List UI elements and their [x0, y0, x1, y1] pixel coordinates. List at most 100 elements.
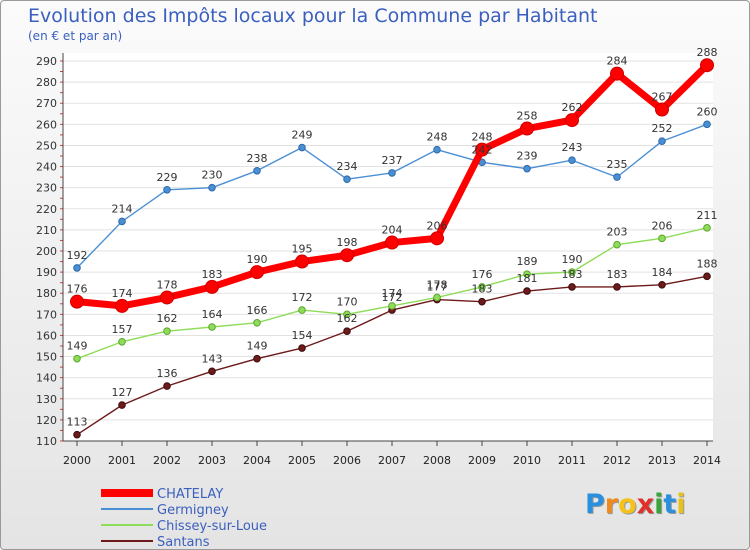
data-point: [163, 327, 171, 336]
data-point: [208, 323, 216, 331]
data-label: 189: [517, 255, 538, 268]
x-tick-label: 2010: [513, 454, 541, 467]
data-label: 172: [292, 291, 313, 304]
data-label: 262: [562, 101, 583, 114]
y-tick-label: 180: [36, 287, 57, 300]
x-tick-label: 2000: [63, 454, 91, 467]
data-point: [160, 290, 174, 305]
data-point: [253, 166, 261, 175]
data-label: 166: [247, 304, 268, 317]
data-label: 206: [652, 219, 673, 232]
y-tick-label: 190: [36, 266, 57, 279]
data-point: [118, 337, 126, 346]
data-point: [73, 354, 81, 363]
x-tick-label: 2008: [423, 454, 451, 467]
legend-label: Santans: [157, 535, 210, 550]
data-label: 113: [67, 416, 88, 429]
logo-letter: t: [663, 489, 677, 520]
logo-letter: P: [585, 489, 605, 520]
data-point: [343, 310, 351, 319]
data-label: 237: [382, 154, 403, 167]
data-label: 239: [517, 150, 538, 163]
data-point: [208, 183, 216, 192]
data-point: [253, 318, 261, 327]
data-label: 183: [562, 268, 583, 281]
data-point: [250, 265, 264, 280]
data-point: [433, 145, 441, 154]
data-label: 198: [337, 236, 358, 249]
data-point: [388, 302, 396, 310]
data-label: 190: [562, 253, 583, 266]
data-label: 238: [247, 152, 268, 165]
logo-letter: r: [604, 489, 619, 520]
data-point: [208, 367, 216, 376]
data-point: [118, 217, 126, 226]
data-label: 243: [562, 141, 583, 154]
data-label: 181: [517, 272, 538, 285]
data-label: 184: [652, 266, 673, 279]
data-label: 288: [697, 46, 718, 59]
data-point: [610, 66, 624, 81]
x-tick-label: 2001: [108, 454, 136, 467]
data-point: [613, 173, 621, 181]
y-tick-label: 280: [36, 76, 57, 89]
y-tick-label: 160: [36, 329, 57, 342]
data-label: 157: [112, 323, 133, 336]
data-point: [70, 294, 84, 309]
x-tick-label: 2004: [243, 454, 271, 467]
x-tick-label: 2007: [378, 454, 406, 467]
data-point: [703, 223, 711, 232]
data-point: [568, 268, 576, 276]
y-tick-label: 110: [36, 435, 57, 448]
data-label: 284: [607, 55, 628, 68]
data-label: 206: [427, 219, 448, 232]
data-label: 177: [427, 281, 448, 294]
data-label: 162: [337, 312, 358, 325]
data-point: [388, 169, 396, 177]
data-label: 183: [472, 283, 493, 296]
data-label: 258: [517, 110, 538, 123]
data-point: [475, 142, 489, 157]
y-tick-label: 130: [36, 393, 57, 406]
x-tick-label: 2003: [198, 454, 226, 467]
data-point: [298, 143, 306, 152]
data-point: [658, 137, 666, 146]
chart-title: Evolution des Impôts locaux pour la Comm…: [28, 5, 598, 27]
y-tick-label: 170: [36, 308, 57, 321]
data-point: [478, 297, 486, 306]
data-label: 190: [247, 253, 268, 266]
data-label: 183: [202, 268, 223, 281]
data-point: [205, 279, 219, 294]
data-label: 235: [607, 158, 628, 171]
data-label: 214: [112, 202, 133, 215]
data-label: 234: [337, 160, 358, 173]
data-label: 174: [382, 287, 403, 300]
x-tick-label: 2014: [693, 454, 721, 467]
legend-label: CHATELAY: [157, 487, 223, 502]
data-point: [520, 121, 534, 136]
logo-letter: i: [654, 489, 664, 520]
data-label: 178: [157, 278, 178, 291]
data-label: 164: [202, 308, 223, 321]
x-tick-label: 2002: [153, 454, 181, 467]
data-label: 127: [112, 386, 133, 399]
data-point: [343, 175, 351, 184]
data-point: [613, 283, 621, 291]
data-point: [343, 327, 351, 336]
data-label: 195: [292, 243, 313, 256]
logo-letter: x: [636, 489, 655, 520]
data-point: [658, 280, 666, 289]
data-point: [163, 185, 171, 194]
data-label: 267: [652, 91, 673, 104]
x-tick-label: 2012: [603, 454, 631, 467]
x-tick-label: 2011: [558, 454, 586, 467]
y-tick-label: 140: [36, 372, 57, 385]
data-label: 149: [67, 340, 88, 353]
data-label: 249: [292, 129, 313, 142]
data-point: [703, 120, 711, 129]
data-label: 188: [697, 257, 718, 270]
data-label: 143: [202, 352, 223, 365]
data-point: [655, 102, 669, 117]
